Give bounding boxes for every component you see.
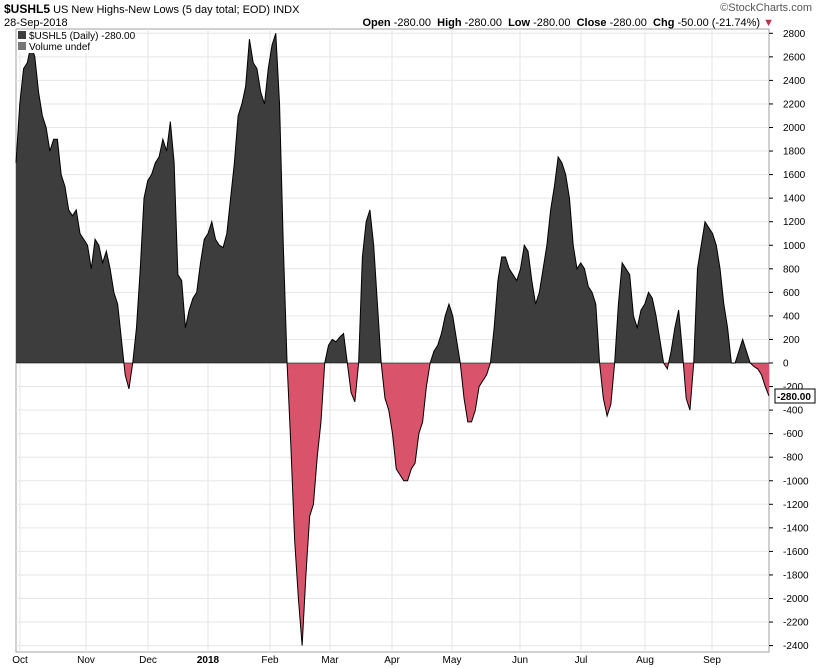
x-tick-label: 2018 (197, 655, 220, 666)
watermark-label: ©StockCharts.com (720, 2, 812, 14)
legend-series-item: $USHL5 (Daily) -280.00 (18, 31, 135, 42)
area-series (15, 33, 770, 646)
y-tick-label: -200 (783, 382, 803, 393)
legend-volume-bars-icon (18, 42, 26, 50)
x-tick-label: Jun (512, 655, 528, 666)
y-tick-label: -1200 (783, 500, 809, 511)
x-tick-label: Aug (636, 655, 654, 666)
close-label: Close (576, 17, 607, 29)
y-axis: 2800260024002200200018001600140012001000… (769, 29, 809, 652)
x-tick-label: Oct (12, 655, 28, 666)
y-tick-label: -2000 (783, 594, 809, 605)
open-value: -280.00 (393, 17, 431, 29)
y-tick-label: -600 (783, 429, 803, 440)
negative-area (16, 363, 769, 646)
x-tick-label: Dec (139, 655, 157, 666)
high-value: -280.00 (464, 17, 502, 29)
y-tick-label: 400 (783, 311, 800, 322)
x-tick-label: Feb (261, 655, 279, 666)
y-tick-label: 2000 (783, 123, 806, 134)
chg-value: -50.00 (-21.74%) (677, 17, 761, 29)
exchange-label: INDX (273, 4, 300, 16)
chg-down-icon: ▼ (763, 17, 774, 29)
series-line (15, 33, 770, 646)
x-tick-label: May (443, 655, 462, 666)
legend-series-swatch-icon (18, 31, 26, 39)
close-value: -280.00 (609, 17, 647, 29)
x-tick-label: Mar (321, 655, 339, 666)
y-tick-label: 200 (783, 335, 800, 346)
last-value-box (774, 388, 816, 404)
y-tick-label: 2600 (783, 52, 806, 63)
open-label: Open (362, 17, 391, 29)
date-label: 28-Sep-2018 (4, 17, 68, 29)
symbol-label: $USHL5 (4, 2, 51, 16)
legend-volume-item: Volume undef (18, 42, 135, 53)
legend: $USHL5 (Daily) -280.00 Volume undef (18, 31, 136, 53)
low-value: -280.00 (533, 17, 571, 29)
legend-series-label: $USHL5 (Daily) -280.00 (29, 31, 136, 42)
y-tick-label: -800 (783, 453, 803, 464)
legend-volume-label: Volume undef (29, 42, 91, 53)
last-value-text: -280.00 (777, 392, 811, 403)
x-tick-label: Sep (703, 655, 721, 666)
y-tick-label: -1000 (783, 476, 809, 487)
y-tick-label: 800 (783, 264, 800, 275)
y-tick-label: 1400 (783, 194, 806, 205)
description-label: US New Highs-New Lows (5 day total; EOD) (53, 4, 271, 16)
x-tick-label: Apr (384, 655, 400, 666)
positive-area (16, 33, 769, 363)
high-label: High (437, 17, 462, 29)
last-value-tag: -280.00 (774, 388, 816, 404)
low-label: Low (508, 17, 531, 29)
y-tick-label: -1600 (783, 547, 809, 558)
x-tick-label: Jul (575, 655, 588, 666)
chg-label: Chg (653, 17, 675, 29)
y-tick-label: -2400 (783, 641, 809, 652)
y-tick-label: 600 (783, 288, 800, 299)
y-tick-label: -400 (783, 406, 803, 417)
y-tick-label: 2400 (783, 76, 806, 87)
y-tick-label: 1800 (783, 147, 806, 158)
x-axis: Oct Nov Dec 2018 Feb Mar Apr May Jun Jul Aug Sep (12, 655, 721, 666)
ohlc-readout: Open -280.00 High -280.00 Low -280.00 Cl… (363, 17, 775, 29)
y-tick-label: 2800 (783, 29, 806, 40)
y-tick-label: -1400 (783, 523, 809, 534)
y-tick-label: 0 (783, 359, 789, 370)
y-tick-label: 1000 (783, 241, 806, 252)
y-tick-label: -2200 (783, 618, 809, 629)
chart-header-title: $USHL5 US New Highs-New Lows (5 day tota… (4, 2, 299, 16)
y-tick-label: 2200 (783, 99, 806, 110)
y-tick-label: 1200 (783, 217, 806, 228)
x-tick-label: Nov (77, 655, 95, 666)
y-tick-label: 1600 (783, 170, 806, 181)
y-tick-label: -1800 (783, 570, 809, 581)
